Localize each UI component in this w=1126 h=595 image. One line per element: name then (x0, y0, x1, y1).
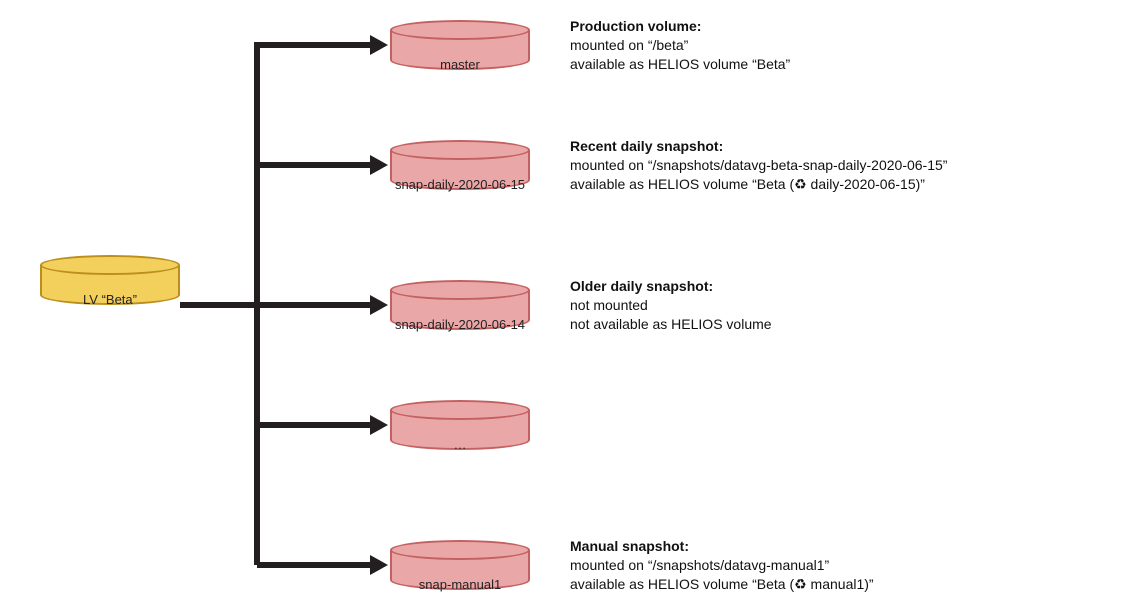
target-desc-line-4-1: available as HELIOS volume “Beta (♻ manu… (570, 575, 874, 594)
diagram-canvas: LV “Beta”masterProduction volume:mounted… (0, 0, 1126, 595)
source-cylinder-label: LV “Beta” (40, 292, 180, 307)
target-cylinder-4: snap-manual1 (390, 540, 530, 590)
connector-hline (257, 162, 370, 168)
target-cylinder-1-label: snap-daily-2020-06-15 (390, 177, 530, 192)
target-desc-1: Recent daily snapshot:mounted on “/snaps… (570, 137, 947, 194)
target-desc-line-0-0: mounted on “/beta” (570, 36, 790, 55)
arrowhead-icon (370, 295, 388, 315)
target-desc-title-1: Recent daily snapshot: (570, 137, 947, 156)
target-desc-line-4-0: mounted on “/snapshots/datavg-manual1” (570, 556, 874, 575)
arrowhead-icon (370, 155, 388, 175)
target-cylinder-2: snap-daily-2020-06-14 (390, 280, 530, 330)
connector-hline (257, 42, 370, 48)
target-desc-2: Older daily snapshot:not mountednot avai… (570, 277, 772, 334)
target-desc-0: Production volume:mounted on “/beta”avai… (570, 17, 790, 74)
target-cylinder-0-label: master (390, 57, 530, 72)
target-cylinder-3: … (390, 400, 530, 450)
target-desc-line-2-0: not mounted (570, 296, 772, 315)
connector-hline (180, 302, 260, 308)
connector-hline (257, 422, 370, 428)
target-desc-line-0-1: available as HELIOS volume “Beta” (570, 55, 790, 74)
target-desc-line-2-1: not available as HELIOS volume (570, 315, 772, 334)
source-cylinder: LV “Beta” (40, 255, 180, 305)
target-desc-title-4: Manual snapshot: (570, 537, 874, 556)
arrowhead-icon (370, 555, 388, 575)
connector-vline (254, 45, 260, 565)
target-cylinder-1: snap-daily-2020-06-15 (390, 140, 530, 190)
target-desc-title-2: Older daily snapshot: (570, 277, 772, 296)
target-cylinder-3-label: … (390, 437, 530, 452)
target-desc-line-1-0: mounted on “/snapshots/datavg-beta-snap-… (570, 156, 947, 175)
target-cylinder-2-label: snap-daily-2020-06-14 (390, 317, 530, 332)
arrowhead-icon (370, 35, 388, 55)
target-desc-line-1-1: available as HELIOS volume “Beta (♻ dail… (570, 175, 947, 194)
arrowhead-icon (370, 415, 388, 435)
target-desc-4: Manual snapshot:mounted on “/snapshots/d… (570, 537, 874, 594)
target-cylinder-4-label: snap-manual1 (390, 577, 530, 592)
connector-hline (257, 562, 370, 568)
target-cylinder-0: master (390, 20, 530, 70)
connector-hline (257, 302, 370, 308)
target-desc-title-0: Production volume: (570, 17, 790, 36)
